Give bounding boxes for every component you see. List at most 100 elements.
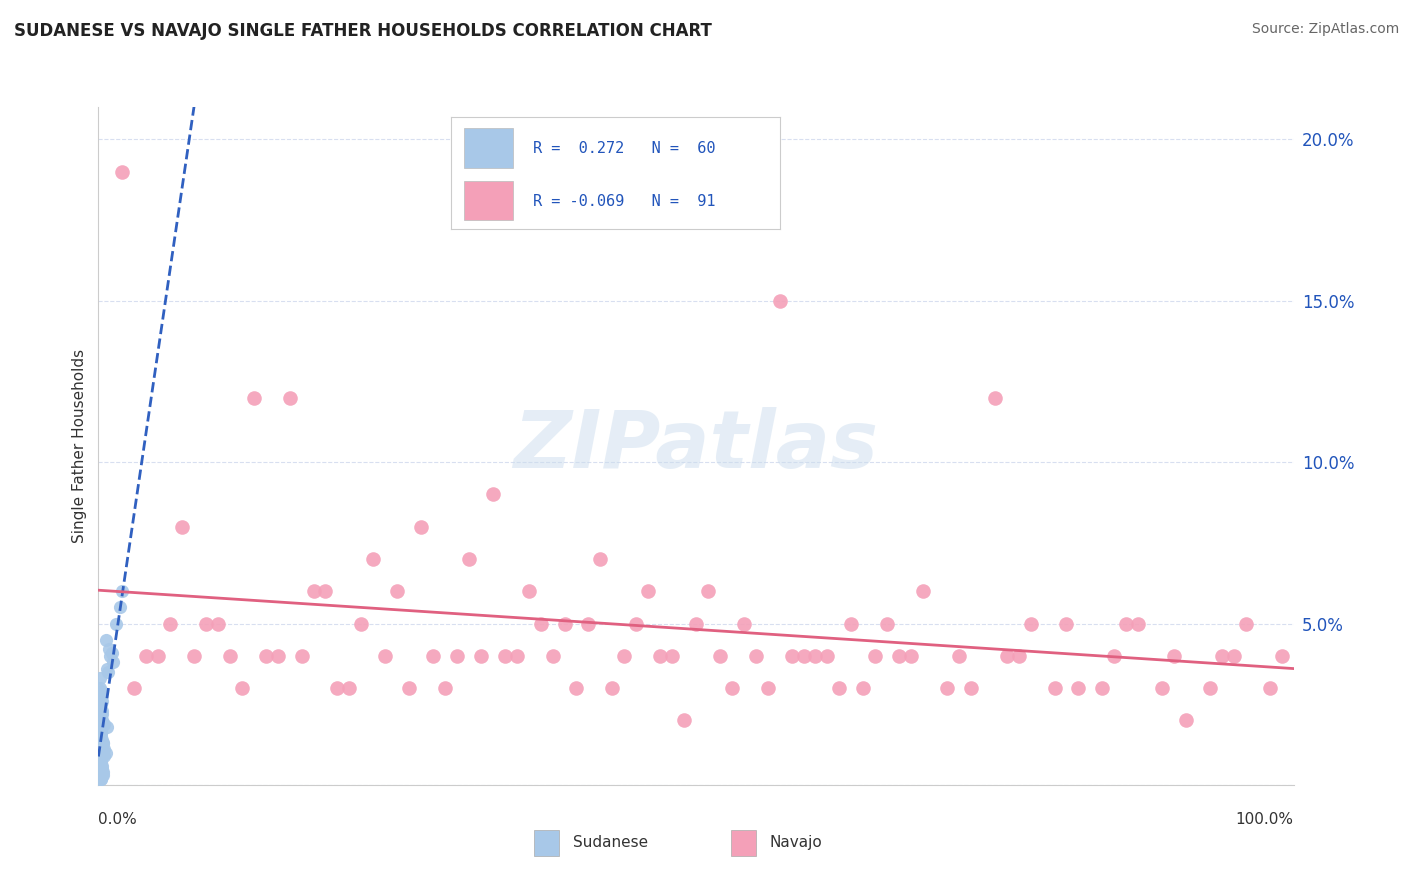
Point [101,655,124,669]
Point [815,648,838,663]
Point [1128,616,1150,631]
Point [613,648,636,663]
Point [1067,681,1090,695]
Point [90,684,112,698]
Point [841,616,863,631]
Point [91,758,114,772]
Point [745,648,768,663]
Point [1211,648,1233,663]
Point [637,584,659,599]
Text: Source: ZipAtlas.com: Source: ZipAtlas.com [1251,22,1399,37]
Point [828,681,851,695]
Text: Sudanese: Sudanese [574,836,648,850]
Point [900,648,922,663]
Point [302,584,325,599]
Point [530,616,553,631]
Point [219,648,242,663]
Y-axis label: Single Father Households: Single Father Households [72,349,87,543]
Point [578,616,600,631]
Point [721,681,744,695]
Point [90,690,112,705]
Point [90,758,112,772]
Point [1019,616,1042,631]
Point [91,694,114,708]
Point [1043,681,1066,695]
Point [481,487,505,501]
Point [1008,648,1031,663]
Point [91,768,114,782]
Point [517,584,540,599]
Point [91,762,114,776]
Point [89,688,111,702]
Point [89,762,111,776]
Point [984,391,1007,405]
Point [98,648,122,663]
Point [89,739,111,754]
Text: 0.0%: 0.0% [98,812,138,827]
Point [89,772,111,786]
Point [91,765,114,780]
Point [90,752,112,766]
Point [90,756,112,770]
Point [411,519,433,533]
Point [876,616,898,631]
Point [865,648,887,663]
Point [1258,681,1281,695]
Point [1271,648,1294,663]
Point [90,742,112,756]
Point [91,768,114,782]
Point [108,600,131,615]
Point [91,736,114,750]
Point [673,714,696,728]
Point [315,584,337,599]
Point [93,716,115,731]
Point [541,648,564,663]
Point [470,648,492,663]
Point [148,648,170,663]
Point [278,391,301,405]
Text: ZIPatlas: ZIPatlas [513,407,879,485]
Point [91,768,114,782]
Point [124,681,146,695]
Point [267,648,290,663]
Point [756,681,779,695]
Text: Navajo: Navajo [770,836,823,850]
Point [243,391,266,405]
Point [100,646,122,660]
Point [709,648,731,663]
Point [91,736,114,750]
Point [94,746,117,760]
Point [90,698,112,712]
Point [231,681,253,695]
Point [195,616,218,631]
Point [90,772,112,786]
Point [89,716,111,731]
Point [1152,681,1174,695]
Point [768,293,790,308]
Point [93,742,115,756]
Point [91,706,114,721]
Point [506,648,529,663]
Point [1175,714,1198,728]
Point [1223,648,1246,663]
Point [458,552,481,566]
Point [554,616,576,631]
Point [565,681,588,695]
Point [960,681,983,695]
Point [326,681,349,695]
Point [89,756,111,770]
Point [93,748,115,763]
Point [385,584,409,599]
Point [254,648,277,663]
Point [91,746,114,760]
Point [1234,616,1257,631]
Point [159,616,181,631]
Point [172,519,194,533]
Point [111,164,134,178]
Point [626,616,648,631]
Point [89,700,111,714]
Point [90,772,112,786]
Point [434,681,457,695]
Point [89,700,111,714]
Point [91,739,114,754]
